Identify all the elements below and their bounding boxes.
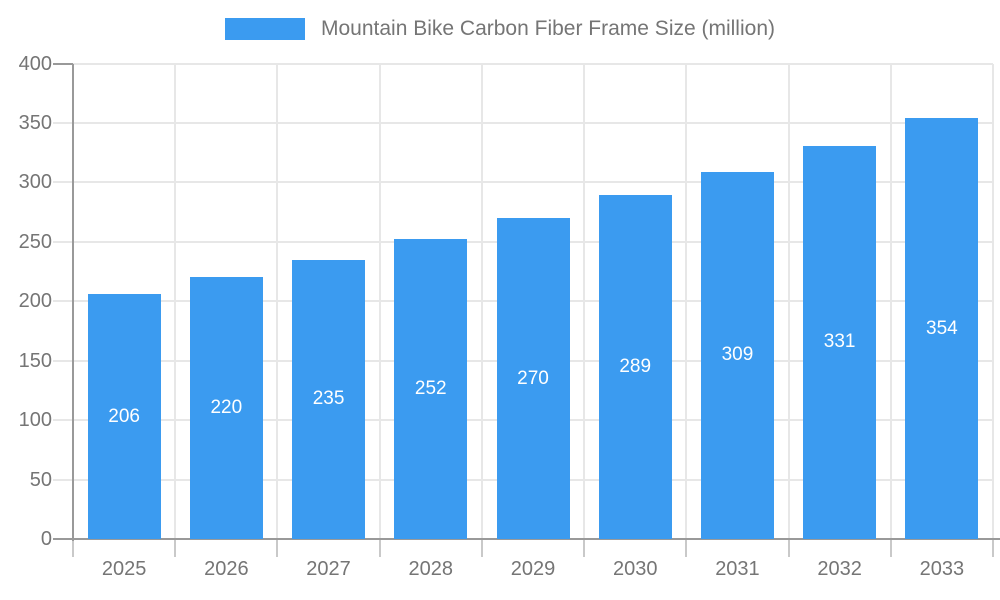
x-axis-line: [53, 538, 1000, 540]
x-tick-label: 2029: [510, 558, 556, 580]
bar-value-label: 270: [517, 367, 549, 389]
bar[interactable]: 354: [905, 118, 979, 539]
x-tick-label: 2028: [408, 558, 454, 580]
bar-value-label: 289: [619, 356, 652, 378]
grid-line-vertical: [276, 63, 279, 539]
grid-line-vertical: [174, 63, 177, 539]
y-tick-label: 300: [18, 171, 52, 194]
y-tick-label: 100: [18, 409, 52, 432]
grid-line-vertical: [480, 63, 483, 539]
grid-line-vertical: [685, 63, 688, 539]
x-tick-label: 2027: [306, 558, 351, 580]
x-axis-tick: [174, 539, 177, 557]
bar[interactable]: 235: [292, 259, 366, 539]
grid-line-vertical: [992, 63, 994, 539]
legend-swatch: [225, 18, 305, 40]
y-tick-label: 150: [18, 349, 52, 372]
x-tick-label: 2030: [612, 558, 658, 580]
y-tick-label: 50: [29, 468, 52, 491]
y-tick-label: 400: [18, 52, 52, 75]
legend-label: Mountain Bike Carbon Fiber Frame Size (m…: [321, 17, 775, 40]
bar-value-label: 235: [312, 388, 345, 410]
y-tick-label: 350: [18, 111, 52, 134]
grid-line-horizontal: [53, 62, 993, 65]
legend[interactable]: Mountain Bike Carbon Fiber Frame Size (m…: [0, 17, 1000, 41]
grid-line-vertical: [889, 63, 892, 539]
x-axis-tick: [276, 539, 279, 557]
bar[interactable]: 252: [394, 239, 468, 539]
grid-line-horizontal: [53, 181, 993, 184]
bar[interactable]: 220: [189, 277, 263, 539]
bar[interactable]: 270: [496, 218, 570, 539]
x-axis-tick: [889, 539, 892, 557]
grid-line-vertical: [378, 63, 381, 539]
x-tick-label: 2031: [715, 558, 760, 580]
bar[interactable]: 331: [803, 145, 877, 539]
x-axis-tick: [480, 539, 483, 557]
y-tick-label: 200: [18, 290, 52, 313]
y-axis-tick: [53, 62, 73, 65]
x-axis-tick: [378, 539, 381, 557]
grid-line-horizontal: [53, 121, 993, 124]
y-axis-line: [72, 63, 74, 541]
x-axis-tick: [583, 539, 586, 557]
x-axis-tick: [787, 539, 790, 557]
x-axis-tick: [685, 539, 688, 557]
x-axis-tick: [992, 539, 994, 557]
bar-value-label: 309: [721, 344, 754, 366]
bar-value-label: 354: [926, 317, 958, 339]
grid-line-vertical: [787, 63, 790, 539]
bar-value-label: 206: [108, 405, 140, 427]
bar[interactable]: 206: [87, 294, 161, 539]
bar-value-label: 331: [823, 331, 856, 353]
x-tick-label: 2026: [204, 558, 249, 580]
x-tick-label: 2032: [817, 558, 862, 580]
bar-value-label: 252: [414, 378, 447, 400]
bar[interactable]: 289: [598, 195, 672, 539]
y-tick-label: 250: [18, 230, 52, 253]
x-tick-label: 2025: [101, 558, 147, 580]
grid-line-vertical: [583, 63, 586, 539]
bar-value-label: 220: [210, 397, 243, 419]
y-tick-label: 0: [40, 528, 52, 550]
x-tick-label: 2033: [919, 558, 965, 580]
bar[interactable]: 309: [700, 171, 774, 539]
x-axis-tick: [72, 539, 74, 557]
